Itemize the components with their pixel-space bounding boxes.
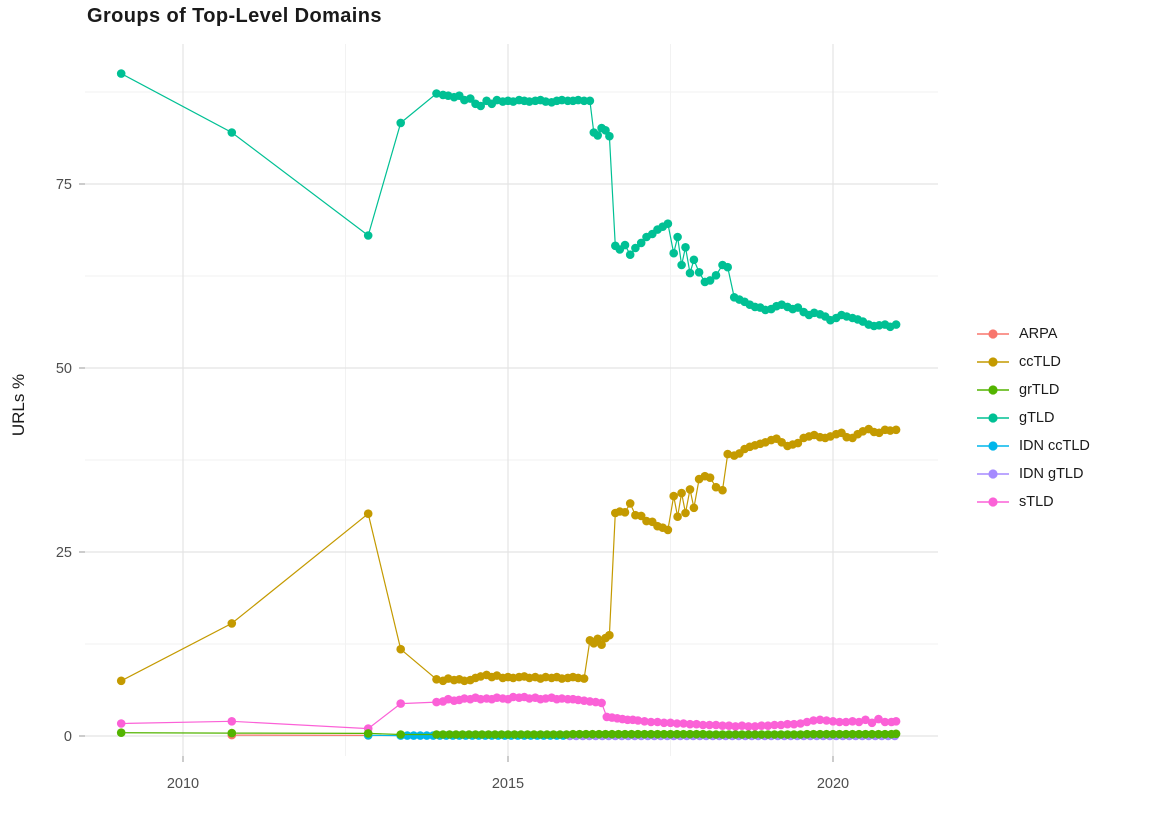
series-grtld xyxy=(116,728,901,739)
x-tick-label-2010: 2010 xyxy=(167,776,199,792)
x-tick-label-2020: 2020 xyxy=(817,776,849,792)
legend-label-arpa: ARPA xyxy=(1019,326,1058,342)
series-stld xyxy=(116,692,901,733)
legend-key-icon-arpa xyxy=(977,329,1009,339)
legend-item-stld: sTLD xyxy=(976,488,1090,516)
legend: ARPA ccTLD grTLD gTLD IDN ccTLD IDN gTLD sTLD xyxy=(976,320,1090,516)
legend-label-stld: sTLD xyxy=(1019,494,1054,510)
y-tick-label-25: 25 xyxy=(56,545,72,561)
y-axis-title: URLs % xyxy=(9,374,28,436)
series-points-grtld xyxy=(116,728,901,739)
legend-item-grtld: grTLD xyxy=(976,376,1090,404)
legend-key-icon-idn-gtld xyxy=(977,469,1009,479)
legend-label-cctld: ccTLD xyxy=(1019,354,1061,370)
legend-item-gtld: gTLD xyxy=(976,404,1090,432)
legend-label-gtld: gTLD xyxy=(1019,410,1055,426)
series-cctld xyxy=(116,424,901,686)
series-points-gtld xyxy=(116,69,901,332)
legend-item-cctld: ccTLD xyxy=(976,348,1090,376)
y-tick-label-50: 50 xyxy=(56,361,72,377)
legend-label-idn-cctld: IDN ccTLD xyxy=(1019,438,1090,454)
legend-key-icon-cctld xyxy=(977,357,1009,367)
series-gtld xyxy=(116,69,901,332)
series-line-cctld xyxy=(120,428,897,682)
series-arpa xyxy=(227,730,373,740)
legend-key-icon-idn-cctld xyxy=(977,441,1009,451)
axes: 2010 2015 2020 0 25 50 75 xyxy=(56,177,849,792)
legend-key-icon-stld xyxy=(977,497,1009,507)
legend-item-idn-cctld: IDN ccTLD xyxy=(976,432,1090,460)
gridlines xyxy=(85,44,938,756)
legend-label-idn-gtld: IDN gTLD xyxy=(1019,466,1084,482)
legend-label-grtld: grTLD xyxy=(1019,382,1060,398)
y-tick-label-0: 0 xyxy=(64,729,72,745)
legend-key-icon-grtld xyxy=(977,385,1009,395)
y-tick-label-75: 75 xyxy=(56,177,72,193)
legend-key-icon-gtld xyxy=(977,413,1009,423)
x-tick-label-2015: 2015 xyxy=(492,776,524,792)
series-points-stld xyxy=(116,692,901,733)
legend-item-idn-gtld: IDN gTLD xyxy=(976,460,1090,488)
chart-title: Groups of Top-Level Domains xyxy=(87,5,382,27)
series-line-gtld xyxy=(120,73,897,328)
legend-item-arpa: ARPA xyxy=(976,320,1090,348)
series-points-cctld xyxy=(116,424,901,686)
